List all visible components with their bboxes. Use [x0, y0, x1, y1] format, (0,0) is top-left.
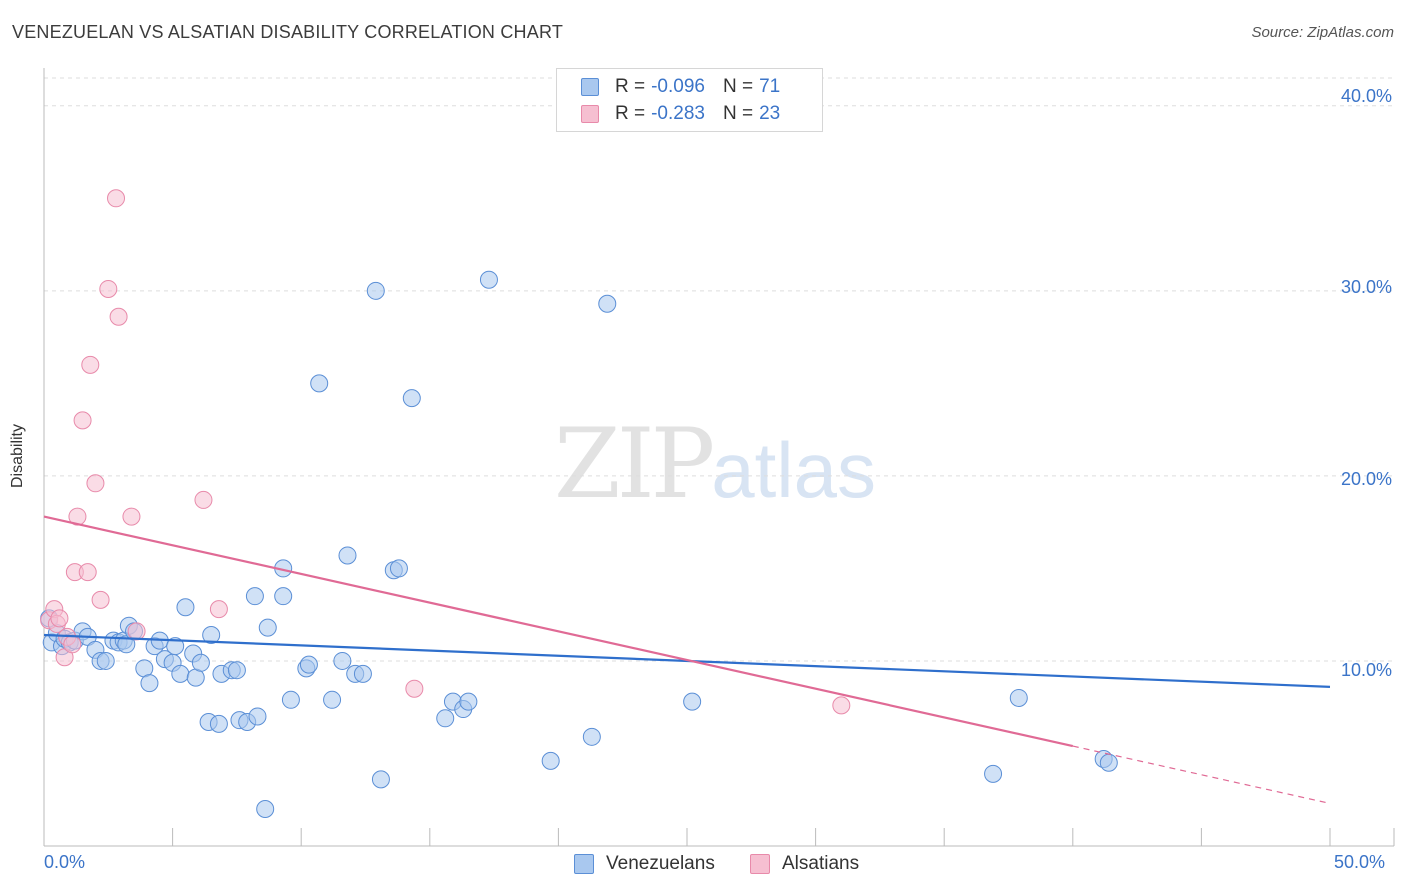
x-tick-label-min: 0.0% — [44, 852, 86, 872]
venezuelans-point-38 — [245, 587, 264, 606]
venezuelans-point-70 — [1099, 753, 1118, 772]
venezuelans-point-44 — [281, 690, 300, 709]
venezuelans-point-58 — [436, 709, 455, 728]
alsatians-point-13 — [91, 590, 110, 609]
venezuelans-point-26 — [176, 598, 195, 617]
legend-row-alsatians: R = -0.283 N = 23 — [581, 101, 780, 127]
legend-swatch-blue — [581, 78, 599, 96]
alsatians-point-12 — [86, 474, 105, 493]
legend-n-label: N = — [722, 103, 754, 124]
alsatians-point-18 — [127, 622, 146, 641]
venezuelans-point-46 — [299, 655, 318, 674]
bottom-legend-swatch-pink — [750, 854, 770, 874]
alsatians-trend-line — [43, 515, 1074, 748]
alsatians-point-6 — [63, 635, 82, 654]
venezuelans-point-48 — [323, 690, 342, 709]
venezuelans-point-25 — [171, 664, 190, 683]
alsatians-point-11 — [81, 355, 100, 374]
venezuelans-point-52 — [353, 664, 372, 683]
venezuelans-point-57 — [402, 389, 421, 408]
legend-n-value: 71 — [759, 76, 781, 97]
bottom-legend-label: Venezuelans — [606, 853, 715, 874]
alsatians-point-21 — [405, 679, 424, 698]
venezuelans-point-24 — [166, 637, 185, 656]
venezuelans-point-31 — [202, 626, 221, 645]
venezuelans-point-39 — [248, 707, 267, 726]
bottom-legend-venezuelans[interactable]: Venezuelans — [574, 852, 715, 876]
y-tick-label-30: 30.0% — [1340, 277, 1392, 297]
legend-r-label: R = — [615, 103, 646, 124]
alsatians-point-20 — [209, 600, 228, 619]
source-label: Source: ZipAtlas.com — [1251, 24, 1394, 41]
alsatians-point-22 — [832, 696, 851, 715]
legend-n-value: 23 — [759, 103, 781, 124]
venezuelans-point-29 — [191, 653, 210, 672]
venezuelans-point-35 — [227, 661, 246, 680]
venezuelans-point-43 — [274, 587, 293, 606]
venezuelans-point-64 — [582, 727, 601, 746]
legend-r-value: -0.283 — [651, 103, 705, 124]
venezuelans-point-53 — [366, 281, 385, 300]
venezuelans-point-32 — [209, 714, 228, 733]
alsatians-point-3 — [50, 609, 69, 628]
venezuelans-point-11 — [96, 651, 115, 670]
chart-title: VENEZUELAN VS ALSATIAN DISABILITY CORREL… — [12, 22, 564, 42]
venezuelans-point-50 — [338, 546, 357, 565]
venezuelans-point-49 — [333, 651, 352, 670]
venezuelans-point-61 — [459, 692, 478, 711]
venezuelans-point-56 — [389, 559, 408, 578]
watermark: ZIPatlas — [554, 408, 876, 520]
venezuelans-point-47 — [310, 374, 329, 393]
legend-r-label: R = — [615, 76, 646, 97]
watermark-zip: ZIP — [554, 408, 715, 520]
alsatians-point-10 — [78, 563, 97, 582]
legend-r-value: -0.096 — [651, 76, 705, 97]
y-tick-label-10: 10.0% — [1340, 660, 1392, 680]
alsatians-point-14 — [99, 279, 118, 298]
venezuelans-point-63 — [541, 751, 560, 770]
x-tick-label-max: 50.0% — [1334, 852, 1386, 872]
venezuelans-point-68 — [1009, 688, 1028, 707]
alsatians-point-17 — [122, 507, 141, 526]
alsatians-point-19 — [194, 490, 213, 509]
venezuelans-point-66 — [683, 692, 702, 711]
legend-n-label: N = — [722, 76, 754, 97]
watermark-atlas: atlas — [711, 426, 876, 514]
bottom-legend-alsatians[interactable]: Alsatians — [750, 852, 859, 876]
venezuelans-point-62 — [479, 270, 498, 289]
venezuelans-point-67 — [984, 764, 1003, 783]
alsatians-point-9 — [73, 411, 92, 430]
venezuelans-point-41 — [258, 618, 277, 637]
alsatians-point-16 — [109, 307, 128, 326]
bottom-legend-label: Alsatians — [782, 853, 860, 874]
venezuelans-point-54 — [371, 770, 390, 789]
alsatians-point-15 — [107, 189, 126, 208]
legend-row-venezuelans: R = -0.096 N = 71 — [581, 74, 780, 100]
y-tick-label-40: 40.0% — [1340, 86, 1392, 106]
venezuelans-point-40 — [256, 799, 275, 818]
legend-swatch-pink — [581, 105, 599, 123]
bottom-legend-swatch-blue — [574, 854, 594, 874]
venezuelans-point-65 — [598, 294, 617, 313]
y-tick-label-20: 20.0% — [1340, 469, 1392, 489]
venezuelans-point-19 — [140, 674, 159, 693]
y-axis-label: Disability — [9, 423, 26, 489]
stats-legend: R = -0.096 N = 71 R = -0.283 N = 23 — [556, 68, 823, 132]
